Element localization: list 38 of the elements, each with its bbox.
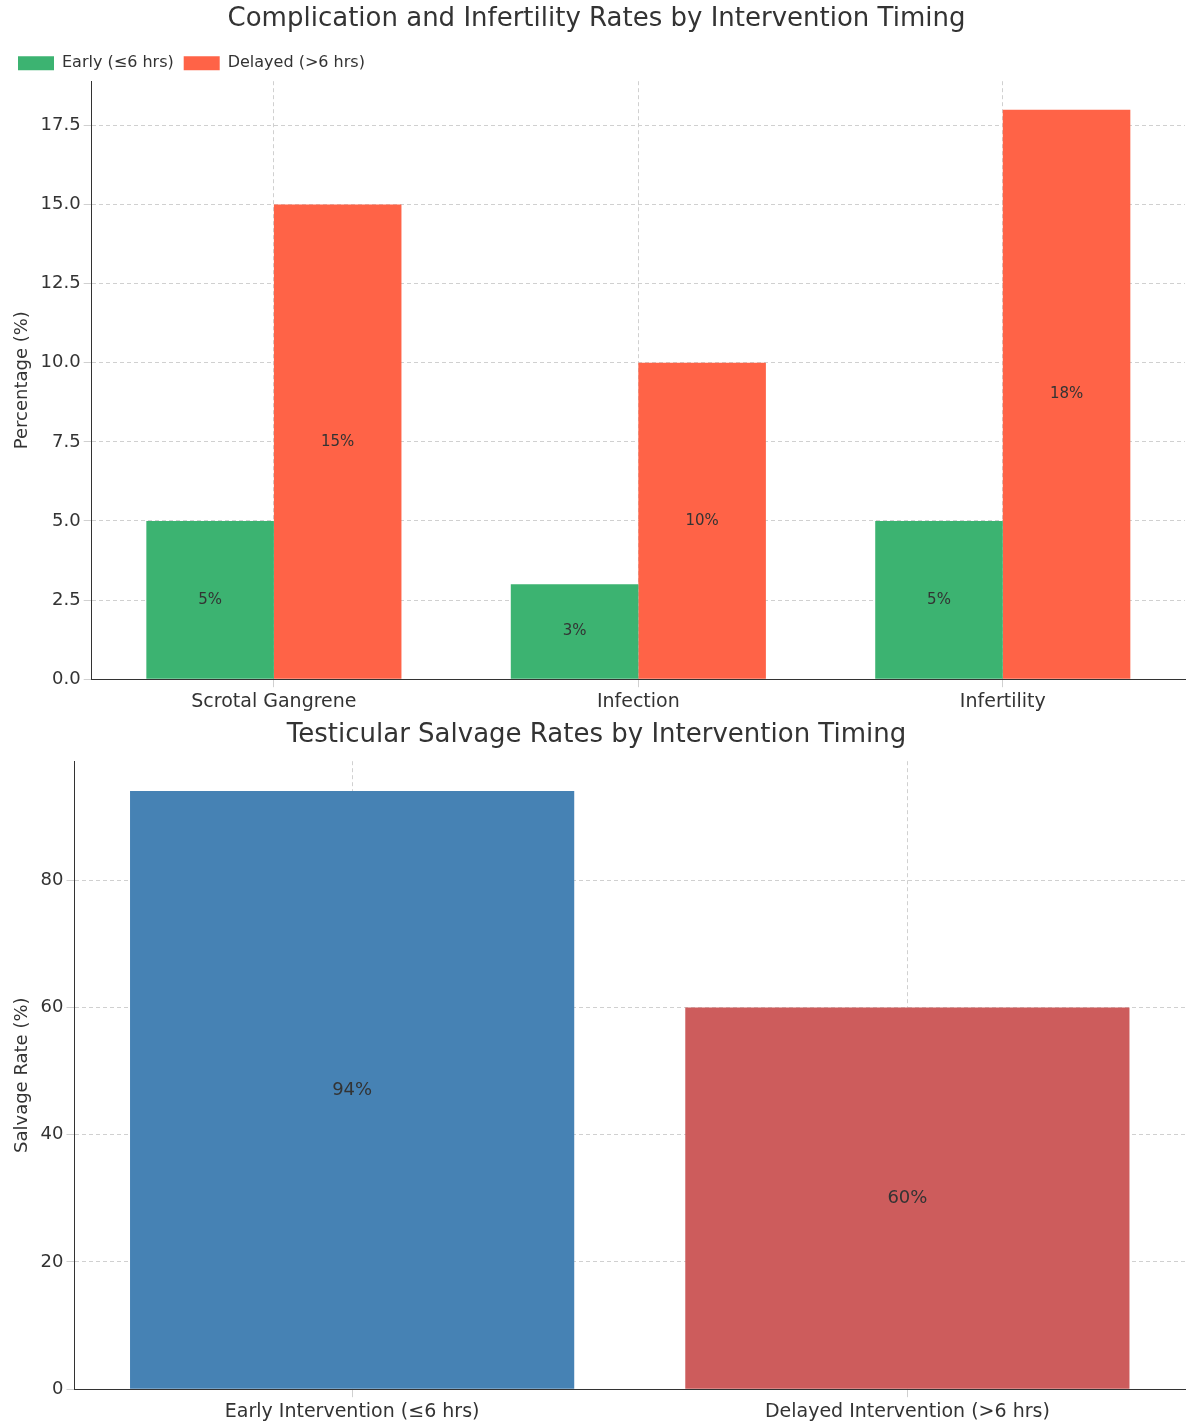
- y-tick-label: 0: [52, 1376, 64, 1398]
- y-tick-label: 7.5: [52, 429, 81, 451]
- legend-label: Delayed (>6 hrs): [227, 52, 365, 72]
- x-tick-label: Infertility: [959, 688, 1046, 711]
- data-label: 5%: [927, 589, 951, 608]
- y-tick-label: 15.0: [40, 192, 81, 214]
- y-tick-label: 0.0: [52, 666, 81, 688]
- y-tick-label: 60: [40, 995, 64, 1017]
- bar: [273, 204, 402, 679]
- chart-title: Complication and Infertility Rates by Intervention Timing: [227, 2, 966, 33]
- bar: [638, 362, 766, 679]
- x-tick-label: Infection: [596, 688, 680, 711]
- data-label: 5%: [198, 589, 223, 608]
- data-label: 18%: [1049, 384, 1084, 403]
- x-tick-label: Delayed Intervention (>6 hrs): [764, 1398, 1050, 1421]
- data-label: 10%: [685, 510, 719, 529]
- x-tick-label: Early Intervention (≤6 hrs): [224, 1398, 480, 1421]
- y-tick-label: 5.0: [52, 508, 81, 530]
- y-tick-label: 20: [40, 1249, 64, 1271]
- bar: [875, 521, 1003, 679]
- y-tick-label: 40: [40, 1122, 64, 1144]
- data-label: 3%: [562, 621, 587, 640]
- data-label: 94%: [332, 1077, 373, 1099]
- bar: [510, 584, 639, 679]
- y-tick-label: 2.5: [52, 587, 81, 609]
- x-tick-label: Scrotal Gangrene: [191, 688, 357, 711]
- y-tick-label: 10.0: [40, 350, 81, 372]
- legend-label: Early (≤6 hrs): [62, 52, 174, 72]
- y-axis-title: Salvage Rate (%): [10, 997, 32, 1153]
- chart-title: Testicular Salvage Rates by Intervention Timing: [285, 718, 907, 749]
- y-axis-title: Percentage (%): [10, 311, 32, 450]
- data-label: 60%: [887, 1185, 928, 1207]
- y-tick-label: 80: [40, 867, 64, 889]
- bar: [1002, 109, 1131, 679]
- y-tick-label: 17.5: [40, 113, 81, 135]
- data-label: 15%: [321, 431, 355, 450]
- bar: [146, 521, 274, 679]
- y-tick-label: 12.5: [40, 271, 81, 293]
